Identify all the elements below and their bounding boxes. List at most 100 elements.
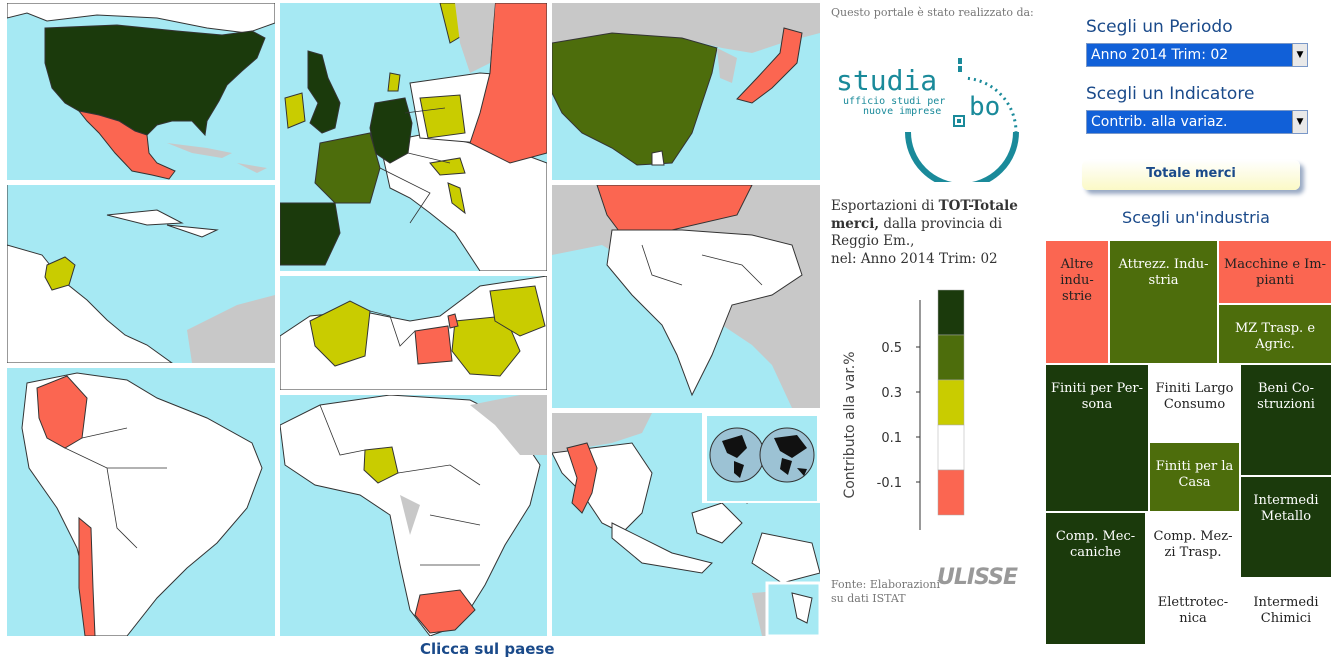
country-germany (369, 97, 413, 164)
industry-tile-finiti-per-la-casa[interactable]: Finiti per la Casa (1149, 442, 1240, 512)
map-panel-east-asia[interactable] (552, 3, 820, 180)
source-line1: Fonte: Elaborazioni (831, 578, 940, 591)
industry-tile-label: Elettrotec- nica (1157, 595, 1229, 626)
map-panel-middle-east[interactable] (280, 276, 547, 390)
legend-ticks: 0.5 0.3 0.1 -0.1 (877, 341, 920, 491)
industry-tile-label: Comp. Mec- caniche (1055, 529, 1136, 560)
country-nigeria (363, 446, 399, 484)
legend-swatch (937, 424, 965, 471)
description-prefix: Esportazioni di (831, 198, 939, 214)
map-panel-north-america[interactable] (7, 3, 275, 180)
industry-tile-altre-industrie[interactable]: Altre indu- strie (1045, 240, 1109, 364)
industry-tile-label: Intermedi Chimici (1253, 595, 1319, 626)
legend-tick-label: -0.1 (877, 476, 902, 491)
country-guatemala (44, 256, 76, 291)
map-panel-europe[interactable] (280, 3, 547, 271)
period-select[interactable]: Anno 2014 Trim: 02 ▼ (1086, 43, 1308, 67)
period-select-value: Anno 2014 Trim: 02 (1091, 47, 1229, 63)
country-india (606, 229, 803, 397)
logo-sub2: nuove imprese (863, 106, 941, 117)
legend-tick-label: 0.1 (881, 431, 902, 446)
industry-tile-attrezz-industria[interactable]: Attrezz. Indu- stria (1109, 240, 1218, 364)
legend-swatch (937, 334, 965, 381)
middle-east-map (280, 276, 547, 390)
credit-label: Questo portale è stato realizzato da: (831, 6, 1034, 19)
industry-tile-intermedi-chimici[interactable]: Intermedi Chimici (1240, 578, 1332, 645)
legend-tick-label: 0.3 (881, 386, 902, 401)
industry-tile-finiti-largo-consumo[interactable]: Finiti Largo Consumo (1149, 364, 1240, 442)
total-merci-button[interactable]: Totale merci (1082, 160, 1300, 190)
industry-treemap: Altre indu- strie Attrezz. Indu- stria Mac… (1045, 240, 1332, 645)
period-label: Scegli un Periodo (1086, 17, 1233, 37)
industry-tile-label: Finiti Largo Consumo (1155, 381, 1234, 412)
south-asia-map (552, 185, 820, 408)
country-egypt (414, 325, 453, 365)
africa-map (280, 395, 547, 636)
legend-swatch (937, 469, 965, 516)
country-chile (78, 516, 96, 636)
country-algeria (309, 300, 371, 367)
studiabo-logo-graphic: studia bo ufficio studi per nuove impres… (836, 56, 1019, 189)
country-poland (419, 94, 466, 139)
europe-map (280, 3, 547, 271)
industry-tile-label: Macchine e Im- pianti (1223, 257, 1327, 288)
industry-tile-label: Intermedi Metallo (1253, 493, 1319, 524)
central-america-map (7, 185, 275, 363)
map-click-caption: Clicca sul paese (420, 640, 555, 658)
color-legend: Contributo alla var.% 0.5 0.3 0.1 -0.1 (830, 285, 1020, 555)
east-asia-map (552, 3, 820, 166)
map-panel-central-america[interactable] (7, 185, 275, 363)
country-usa (44, 24, 266, 137)
indicator-label: Scegli un Indicatore (1086, 84, 1255, 104)
chevron-down-icon: ▼ (1292, 111, 1307, 133)
data-source: Fonte: Elaborazioni su dati ISTAT (831, 578, 940, 606)
ulisse-logo[interactable]: ULISSE (937, 565, 1018, 590)
industry-tile-finiti-per-persona[interactable]: Finiti per Per- sona (1045, 364, 1149, 512)
country-japan (736, 27, 803, 104)
country-russia (469, 3, 547, 164)
map-panel-southeast-asia[interactable] (552, 413, 820, 636)
industry-tile-label: Attrezz. Indu- stria (1118, 257, 1209, 288)
industry-tile-comp-meccaniche[interactable]: Comp. Mec- caniche (1045, 512, 1146, 645)
country-france (314, 132, 381, 204)
country-uk (307, 50, 341, 134)
legend-swatch (937, 379, 965, 426)
map-panel-africa[interactable] (280, 395, 547, 636)
country-china (552, 32, 718, 166)
north-america-map (7, 3, 275, 180)
logo-bo: bo (969, 92, 1000, 122)
legend-axis-label: Contributo alla var.% (842, 351, 858, 498)
industry-tile-mz-trasp-e-agric[interactable]: MZ Trasp. e Agric. (1218, 304, 1332, 364)
country-iran (489, 285, 546, 337)
logo-sub1: ufficio studi per (843, 96, 945, 107)
legend-swatches (937, 289, 965, 516)
chevron-down-icon: ▼ (1292, 44, 1307, 66)
studiabo-logo[interactable]: studia bo ufficio studi per nuove impres… (833, 52, 1023, 189)
source-line2: su dati ISTAT (831, 592, 906, 605)
industry-tile-label: Comp. Mez- zi Trasp. (1153, 529, 1233, 560)
industry-tile-label: Finiti per Per- sona (1050, 381, 1144, 412)
industry-heading: Scegli un'industria (1122, 208, 1270, 227)
south-america-map (21, 372, 263, 636)
indicator-select-value: Contrib. alla variaz. (1091, 114, 1228, 130)
industry-tile-comp-mezzi-trasp[interactable]: Comp. Mez- zi Trasp. (1146, 512, 1240, 578)
industry-tile-label: Altre indu- strie (1060, 257, 1094, 304)
export-description: Esportazioni di TOT-Totale merci, dalla … (831, 198, 1021, 268)
map-panel-south-america[interactable] (7, 368, 275, 636)
legend-svg: Contributo alla var.% 0.5 0.3 0.1 -0.1 (842, 289, 965, 530)
map-panel-south-asia[interactable] (552, 185, 820, 408)
industry-tile-label: Beni Co- struzioni (1257, 381, 1315, 412)
southeast-asia-map (552, 413, 820, 636)
description-period: nel: Anno 2014 Trim: 02 (831, 250, 998, 267)
legend-tick-label: 0.5 (881, 341, 902, 356)
industry-tile-label: MZ Trasp. e Agric. (1234, 321, 1316, 352)
industry-tile-elettrotecnica[interactable]: Elettrotec- nica (1146, 578, 1240, 645)
industry-tile-label: Finiti per la Casa (1155, 459, 1234, 490)
legend-swatch (937, 289, 965, 336)
industry-tile-macchine-e-impianti[interactable]: Macchine e Im- pianti (1218, 240, 1332, 304)
indicator-select[interactable]: Contrib. alla variaz. ▼ (1086, 110, 1308, 134)
country-colombia (36, 375, 88, 449)
world-globe-icon (709, 427, 815, 483)
industry-tile-beni-costruzioni[interactable]: Beni Co- struzioni (1240, 364, 1332, 476)
industry-tile-intermedi-metallo[interactable]: Intermedi Metallo (1240, 476, 1332, 578)
